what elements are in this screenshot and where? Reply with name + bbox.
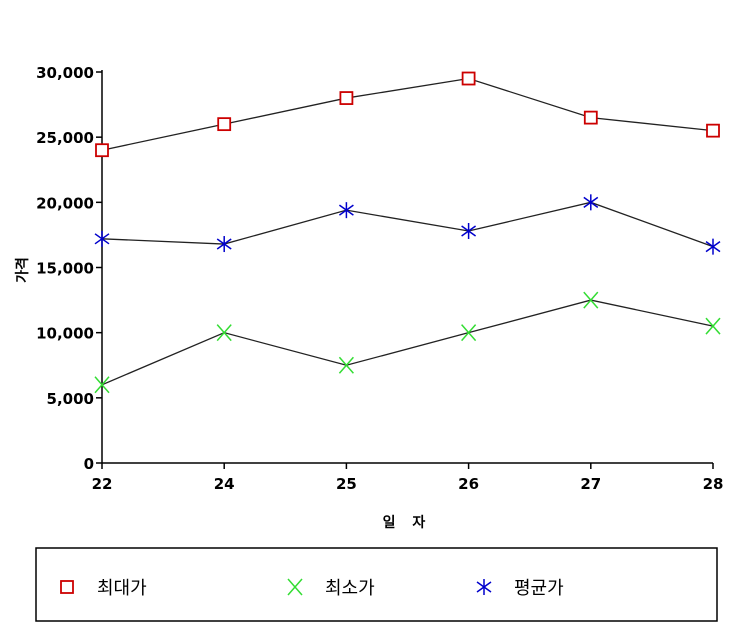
- data-point-series-1: [583, 110, 598, 125]
- legend-label-3: 평균가: [514, 578, 564, 599]
- data-point-series-2: [461, 324, 477, 342]
- data-point-series-3: [338, 202, 354, 219]
- legend-marker-2: [287, 578, 303, 596]
- legend-box: [35, 547, 718, 622]
- data-point-series-1: [339, 91, 354, 105]
- x-axis-title: 일 자: [383, 515, 432, 531]
- series-markers: [94, 71, 721, 394]
- y-tick-label: 10,000: [36, 325, 94, 343]
- data-point-series-2: [705, 317, 721, 335]
- data-point-series-3: [705, 238, 721, 255]
- data-point-series-1: [217, 117, 232, 132]
- y-tick-label: 0: [84, 455, 94, 473]
- legend-label-2: 최소가: [325, 578, 375, 599]
- data-point-series-1: [461, 71, 476, 86]
- data-point-series-1: [95, 143, 109, 158]
- data-point-series-3: [583, 194, 599, 211]
- data-point-series-2: [583, 291, 599, 309]
- x-tick-label: 26: [458, 475, 479, 493]
- series-line-3: [101, 201, 714, 248]
- data-point-series-3: [461, 223, 477, 240]
- series-lines: [101, 77, 714, 386]
- x-tick-label: 25: [336, 475, 357, 493]
- chart-axes: 0 5,000 10,000 15,000 20,000 25,000 30,000 22 24…: [36, 64, 723, 493]
- y-tick-label: 20,000: [36, 194, 94, 212]
- data-point-series-3: [216, 236, 232, 253]
- legend: 최대가 최소가 평균가: [60, 578, 564, 599]
- y-tick-label: 5,000: [47, 390, 94, 408]
- legend-marker-1: [60, 580, 74, 594]
- x-tick-label: 24: [214, 475, 235, 493]
- x-tick-label: 27: [580, 475, 601, 493]
- legend-marker-3: [476, 579, 492, 595]
- y-axis-title: 가격: [14, 257, 31, 283]
- legend-label-1: 최대가: [97, 578, 147, 599]
- y-tick-label: 15,000: [36, 260, 94, 278]
- data-point-series-2: [216, 324, 232, 342]
- y-tick-label: 30,000: [36, 64, 94, 82]
- x-tick-label: 22: [92, 475, 113, 493]
- series-line-2: [101, 299, 714, 386]
- data-point-series-3: [94, 230, 110, 247]
- x-tick-label: 28: [703, 475, 724, 493]
- data-point-series-1: [706, 123, 720, 138]
- y-tick-label: 25,000: [36, 129, 94, 147]
- data-point-series-2: [94, 376, 110, 394]
- series-line-1: [101, 77, 714, 151]
- data-point-series-2: [338, 356, 354, 374]
